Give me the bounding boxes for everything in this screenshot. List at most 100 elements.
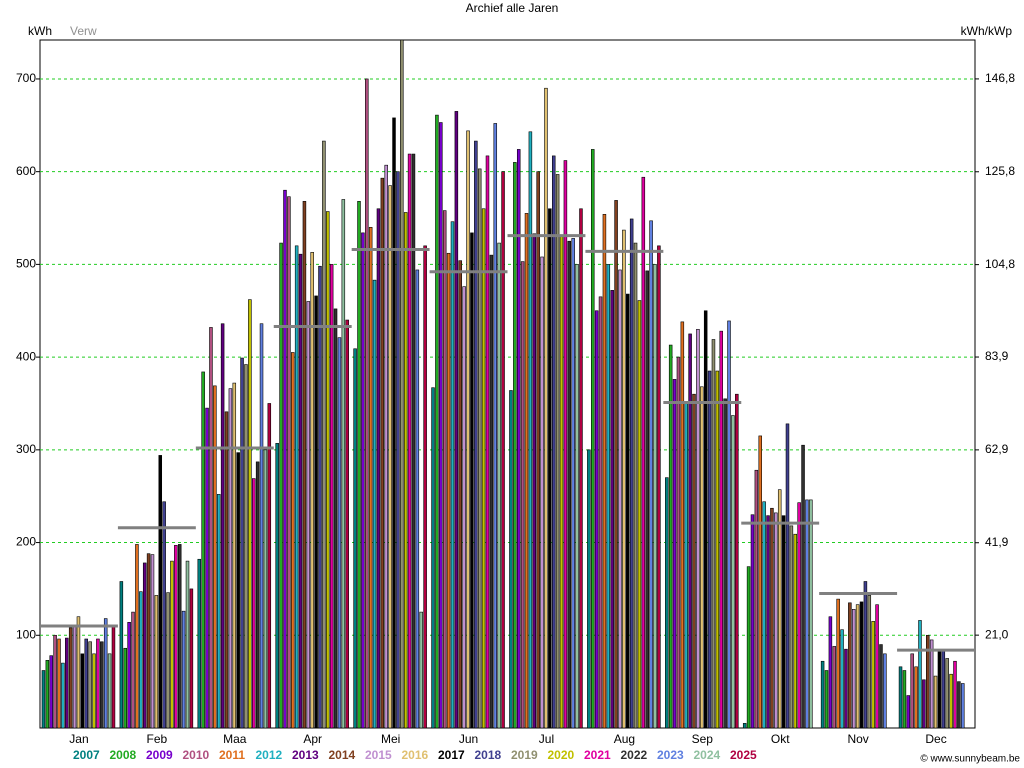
bar xyxy=(341,199,346,729)
bar xyxy=(189,588,194,729)
bar xyxy=(707,370,712,729)
legend-label: 2025 xyxy=(730,748,757,762)
plot-frame xyxy=(39,39,976,729)
bar xyxy=(497,242,501,729)
bar xyxy=(298,253,303,729)
bar xyxy=(762,501,766,729)
bar xyxy=(84,638,88,729)
bar xyxy=(435,114,439,729)
bar xyxy=(431,387,435,729)
x-tick-label: Dec xyxy=(925,732,946,746)
bar xyxy=(400,39,404,729)
bar xyxy=(801,444,805,729)
bar xyxy=(92,653,96,729)
bar xyxy=(855,604,860,729)
x-tick-label: Okt xyxy=(771,732,790,746)
bar xyxy=(770,507,774,729)
x-tick-label: Feb xyxy=(147,732,168,746)
bar xyxy=(41,670,46,729)
legend-label: 2007 xyxy=(73,748,100,762)
bar xyxy=(53,634,57,729)
bar xyxy=(411,153,416,729)
bar xyxy=(672,379,677,729)
bar xyxy=(415,269,420,729)
x-tick-label: Jan xyxy=(69,732,88,746)
bar xyxy=(953,660,957,729)
bar xyxy=(914,666,918,729)
bar xyxy=(653,264,657,729)
bar xyxy=(322,140,326,729)
x-tick-label: Nov xyxy=(847,732,868,746)
bar xyxy=(248,299,252,729)
bar xyxy=(926,634,930,729)
bar xyxy=(361,232,365,729)
bar xyxy=(754,469,759,729)
bar xyxy=(750,514,755,729)
bar xyxy=(594,310,599,729)
legend-label: 2011 xyxy=(219,748,245,762)
bar xyxy=(540,256,544,729)
bar xyxy=(337,337,342,729)
bar xyxy=(80,653,85,729)
bar xyxy=(493,123,498,729)
bar xyxy=(376,208,381,729)
bar xyxy=(146,553,151,729)
y2-tick-label: 83,9 xyxy=(985,349,1009,363)
bar xyxy=(450,221,455,729)
bar xyxy=(174,545,178,729)
bar xyxy=(797,502,801,729)
bar xyxy=(851,609,856,729)
bar xyxy=(735,393,739,729)
bar xyxy=(680,321,685,729)
bar xyxy=(746,566,751,729)
bar xyxy=(291,352,295,729)
bar xyxy=(777,489,782,729)
bar xyxy=(824,670,829,729)
bar xyxy=(439,122,443,729)
legend-label: 2008 xyxy=(110,748,137,762)
bar xyxy=(559,236,564,729)
bar xyxy=(201,371,205,729)
bar xyxy=(224,411,229,729)
y2-axis-label: kWh/kWp xyxy=(961,24,1013,38)
bar xyxy=(197,558,202,729)
bar xyxy=(294,245,299,729)
bar xyxy=(629,218,634,729)
x-tick-label: Sep xyxy=(692,732,714,746)
bar xyxy=(871,621,875,729)
bar xyxy=(781,515,786,729)
bar xyxy=(633,242,638,729)
bar xyxy=(107,653,112,729)
bar xyxy=(446,252,451,729)
bar xyxy=(470,232,474,729)
bar xyxy=(828,616,833,729)
bar xyxy=(937,650,942,729)
bar xyxy=(711,339,716,729)
bar xyxy=(602,214,607,729)
bar xyxy=(244,364,248,729)
bar xyxy=(571,238,575,729)
bar xyxy=(929,639,934,729)
bar xyxy=(392,117,396,729)
bar xyxy=(49,655,53,729)
bar xyxy=(906,695,911,729)
bar xyxy=(103,618,108,729)
bar xyxy=(587,449,591,729)
bar xyxy=(139,591,143,729)
bar xyxy=(388,185,392,729)
bar xyxy=(267,403,272,729)
bar xyxy=(61,662,65,729)
bar xyxy=(501,171,505,729)
y-tick-label: 700 xyxy=(16,71,36,85)
chart-title: Archief alle Jaren xyxy=(466,1,559,15)
bar xyxy=(306,301,311,729)
bar xyxy=(509,390,513,729)
bar xyxy=(949,673,953,729)
bar xyxy=(333,308,338,729)
bar xyxy=(68,627,73,729)
bar xyxy=(715,370,720,729)
bar xyxy=(287,196,291,729)
bar xyxy=(485,155,490,729)
bar xyxy=(618,269,622,729)
